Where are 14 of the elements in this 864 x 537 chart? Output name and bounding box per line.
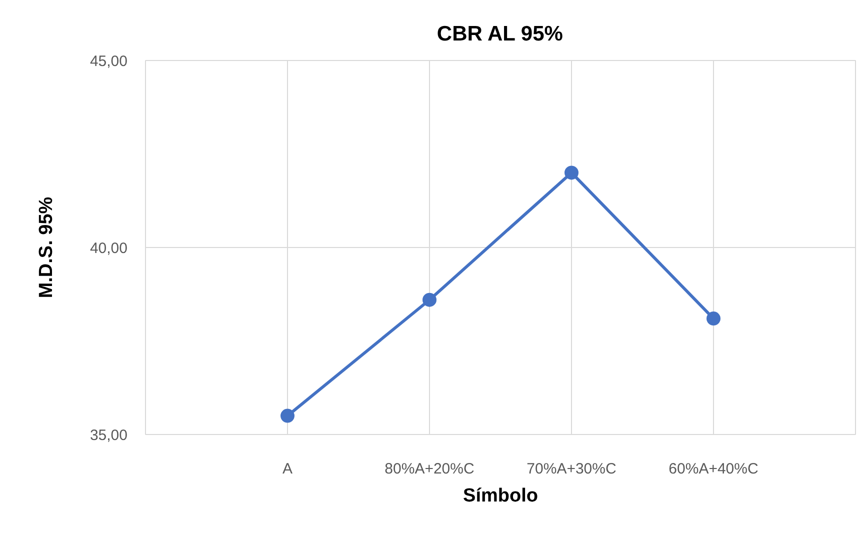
x-axis-title: Símbolo: [463, 486, 538, 506]
y-tick-label: 35,00: [90, 427, 128, 444]
y-axis-title: M.D.S. 95%: [36, 196, 57, 298]
x-tick-label: 80%A+20%C: [384, 460, 474, 478]
y-tick-label: 40,00: [90, 240, 128, 257]
point: [706, 312, 720, 326]
point: [564, 166, 578, 180]
point: [422, 292, 436, 307]
y-tick-label: 45,00: [90, 53, 128, 70]
chart-title: CBR AL 95%: [436, 22, 564, 46]
x-tick-label: 60%A+40%C: [668, 460, 758, 478]
x-tick-label: 70%A+30%C: [526, 460, 616, 478]
x-tick-label: A: [282, 460, 293, 478]
point: [280, 408, 294, 423]
